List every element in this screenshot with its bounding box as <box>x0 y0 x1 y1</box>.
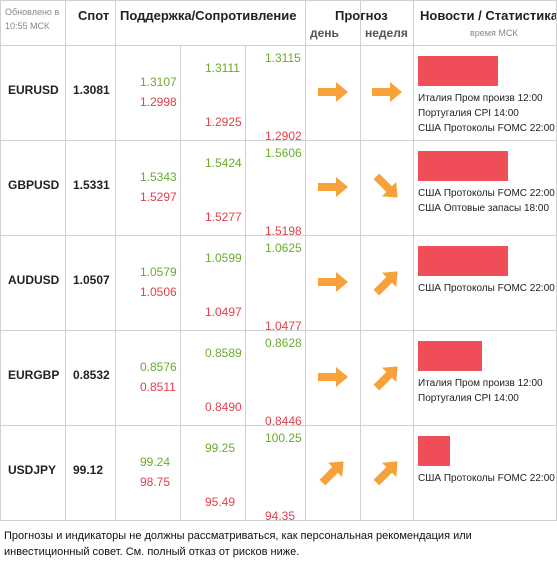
spot: 1.3081 <box>73 83 110 97</box>
time-header: время МСК <box>470 28 518 38</box>
forecast-day-arrow <box>316 176 350 198</box>
resistance: 0.8628 <box>265 336 302 350</box>
news-item: Италия Пром произв 12:00 <box>418 378 543 389</box>
pair: GBPUSD <box>8 178 60 192</box>
pair: EURUSD <box>8 83 59 97</box>
grid-line <box>305 0 306 520</box>
grid-line <box>180 45 181 520</box>
grid-line <box>413 0 414 520</box>
news-item: США Оптовые запасы 18:00 <box>418 203 550 214</box>
forecast-week-arrow <box>370 366 404 391</box>
grid-line <box>245 45 246 520</box>
support: 98.75 <box>140 475 171 489</box>
news-bar <box>418 341 482 371</box>
support: 1.0506 <box>140 285 177 299</box>
resistance: 1.0625 <box>265 241 302 255</box>
support: 1.2902 <box>265 129 302 143</box>
forecast-day-arrow <box>316 271 350 293</box>
resistance: 1.5343 <box>140 170 177 184</box>
forecast-day-arrow <box>316 81 350 103</box>
support: 1.5297 <box>140 190 177 204</box>
grid-line <box>115 0 116 520</box>
news-bar <box>418 56 498 86</box>
footer: Прогнозы и индикаторы не должны рассматр… <box>4 530 472 558</box>
support: 0.8446 <box>265 414 302 428</box>
news-item: США Протоколы FOMC 22:00 <box>418 473 555 484</box>
grid-line <box>0 0 1 520</box>
support: 1.2925 <box>205 115 242 129</box>
grid-line <box>0 520 557 521</box>
resistance: 100.25 <box>265 431 302 445</box>
news-bar <box>418 436 450 466</box>
resistance: 1.3115 <box>265 51 301 65</box>
resistance: 1.0599 <box>205 251 242 265</box>
news-item: Португалия CPI 14:00 <box>418 393 519 404</box>
support: 1.0497 <box>205 305 242 319</box>
support: 95.49 <box>205 495 236 509</box>
grid-line <box>0 140 557 141</box>
support: 1.5277 <box>205 210 242 224</box>
news-item: США Протоколы FOMC 22:00 <box>418 123 555 134</box>
updated: Обновлено в 10:55 МСК <box>5 7 60 31</box>
grid-line <box>0 330 557 331</box>
forecast-week-arrow <box>370 173 404 198</box>
support: 94.35 <box>265 509 296 523</box>
news-item: США Протоколы FOMC 22:00 <box>418 188 555 199</box>
levels-header: Поддержка/Сопротивление <box>120 8 297 23</box>
grid-line <box>0 235 557 236</box>
news-item: Португалия CPI 14:00 <box>418 108 519 119</box>
pair: EURGBP <box>8 368 60 382</box>
spot: 1.0507 <box>73 273 110 287</box>
resistance: 1.5424 <box>205 156 242 170</box>
forecast-day-arrow <box>316 461 350 486</box>
day-header: день <box>310 26 339 40</box>
support: 0.8490 <box>205 400 242 414</box>
resistance: 1.3111 <box>205 61 240 75</box>
forecast-week-arrow <box>370 461 404 486</box>
grid-line <box>0 425 557 426</box>
resistance: 99.25 <box>205 441 236 455</box>
support: 0.8511 <box>140 380 176 394</box>
week-header: неделя <box>365 26 408 40</box>
spot-header: Спот <box>78 8 110 23</box>
grid-line <box>65 0 66 520</box>
spot: 0.8532 <box>73 368 110 382</box>
grid-line <box>0 45 557 46</box>
news-item: Италия Пром произв 12:00 <box>418 93 543 104</box>
support: 1.0477 <box>265 319 302 333</box>
forecast-header: Прогноз <box>335 8 388 23</box>
resistance: 99.24 <box>140 455 171 469</box>
spot: 99.12 <box>73 463 104 477</box>
support: 1.5198 <box>265 224 302 238</box>
grid-line <box>0 0 557 1</box>
pair: AUDUSD <box>8 273 60 287</box>
spot: 1.5331 <box>73 178 110 192</box>
forecast-week-arrow <box>370 81 404 103</box>
resistance: 0.8576 <box>140 360 177 374</box>
grid-line <box>360 0 361 520</box>
news-header: Новости / Статистика <box>420 8 557 23</box>
news-bar <box>418 151 508 181</box>
resistance: 1.3107 <box>140 75 177 89</box>
news-item: США Протоколы FOMC 22:00 <box>418 283 555 294</box>
forecast-week-arrow <box>370 271 404 296</box>
news-bar <box>418 246 508 276</box>
resistance: 1.0579 <box>140 265 177 279</box>
forecast-day-arrow <box>316 366 350 388</box>
support: 1.2998 <box>140 95 177 109</box>
pair: USDJPY <box>8 463 57 477</box>
resistance: 1.5606 <box>265 146 302 160</box>
resistance: 0.8589 <box>205 346 242 360</box>
